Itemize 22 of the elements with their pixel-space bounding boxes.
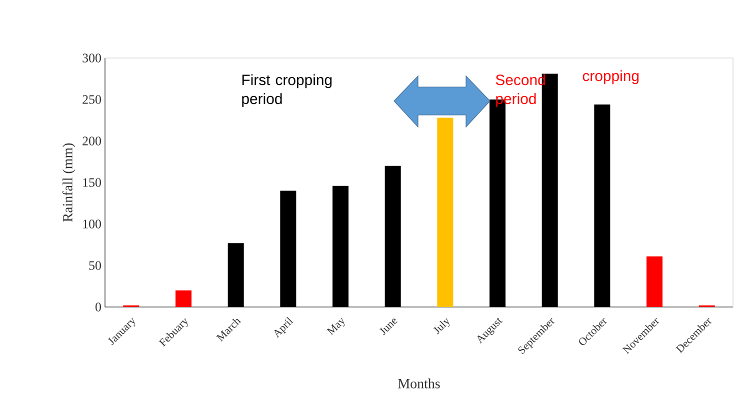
x-axis-title: Months [398,378,440,388]
annotation: First cropping period [242,74,332,108]
bar [280,190,296,307]
bar [646,256,663,307]
bar [228,243,244,307]
bar [384,166,401,307]
y-tick-label: 50 [89,261,101,270]
y-tick-label: 300 [82,54,101,62]
y-tick-label: 200 [82,136,101,146]
y-tick-label: 0 [96,302,101,312]
bar [594,104,610,307]
bar [176,290,192,307]
bar [437,118,454,307]
x-tick-label: May [326,318,345,336]
y-tick-label: 150 [83,178,101,187]
y-axis-title: Rainfall (mm) [62,143,76,222]
x-tick-label: June [380,318,398,336]
bar [332,186,349,307]
x-tick-label: July [433,318,450,334]
annotation: cropping [582,70,639,84]
y-tick-label: 100 [83,220,101,228]
y-tick-label: 250 [82,95,101,104]
